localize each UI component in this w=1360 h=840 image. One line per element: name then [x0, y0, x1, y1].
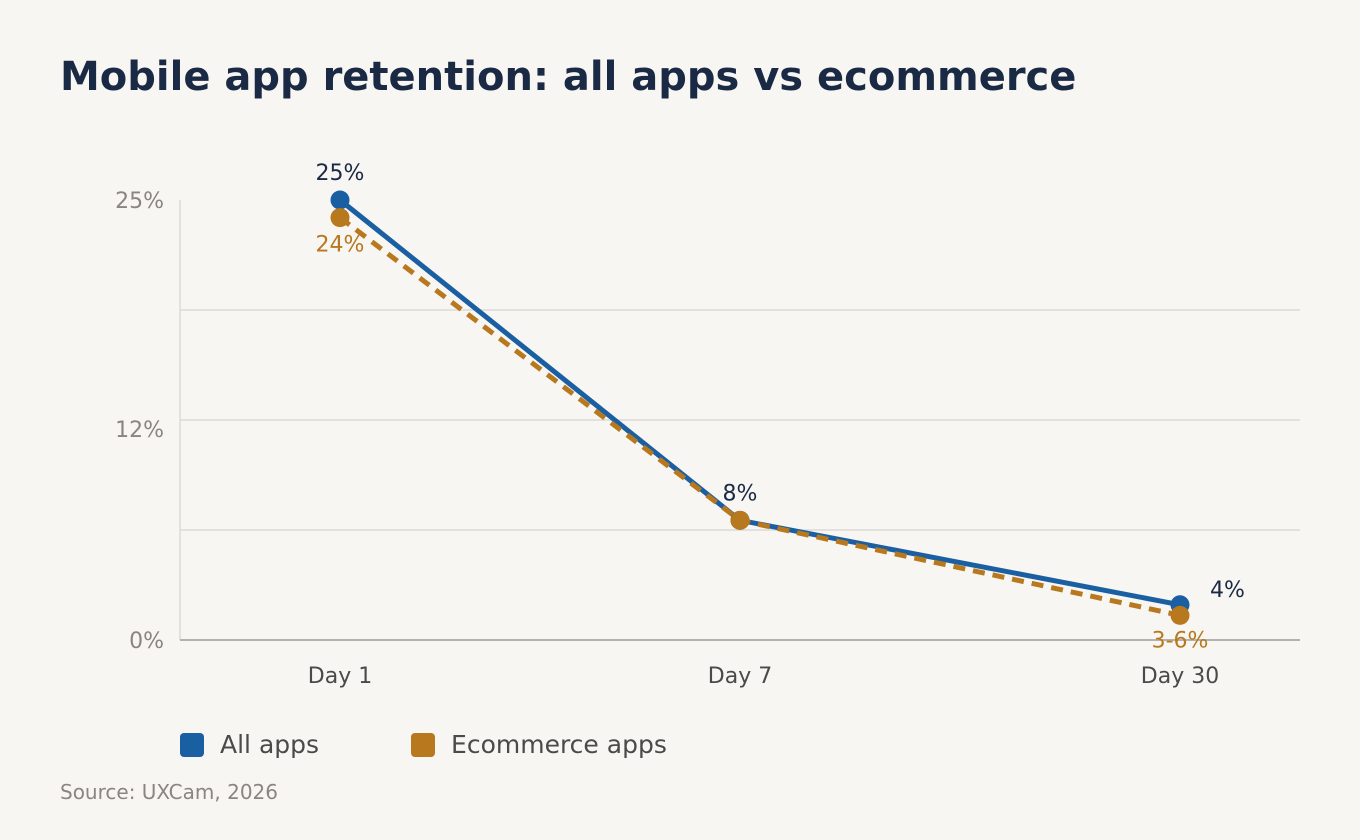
series-line-all-apps [338, 198, 1181, 608]
y-tick-label: 25% [115, 189, 164, 214]
legend-label-all-apps: All apps [220, 730, 320, 759]
series-line-ecommerce-apps [338, 215, 1181, 618]
source-note: Source: UXCam, 2026 [60, 780, 278, 804]
legend-swatch-ecommerce-apps [411, 732, 436, 757]
data-label-ecommerce-apps: 24% [316, 233, 365, 258]
legend-item-ecommerce-apps: Ecommerce apps [411, 730, 667, 759]
legend-swatch-all-apps [180, 732, 204, 757]
y-tick-label: 0% [129, 629, 164, 654]
legend: All apps Ecommerce apps [180, 730, 759, 759]
data-labels: 25% 8% 4% 24% 3-6% [316, 161, 1245, 653]
data-label-all-apps: 25% [316, 161, 365, 186]
data-label-ecommerce-apps: 3-6% [1152, 628, 1209, 653]
data-label-all-apps: 4% [1210, 578, 1245, 603]
y-tick-label: 12% [115, 418, 164, 443]
gridlines [180, 309, 1300, 531]
data-point-ecommerce-apps [330, 208, 350, 228]
data-point-ecommerce-apps [730, 510, 750, 530]
x-tick-label: Day 7 [708, 664, 772, 689]
chart-title: Mobile app retention: all apps vs ecomme… [60, 54, 1077, 100]
data-point-all-apps [330, 190, 350, 210]
x-tick-label: Day 30 [1141, 664, 1219, 689]
axes: 0% 12% 25% Day 1 Day 7 Day 30 [115, 189, 1300, 689]
legend-item-all-apps: All apps [180, 730, 319, 759]
data-point-ecommerce-apps [1170, 605, 1190, 625]
data-label-all-apps: 8% [723, 481, 758, 506]
series-lines [330, 190, 1190, 625]
legend-label-ecommerce-apps: Ecommerce apps [451, 730, 667, 759]
x-tick-label: Day 1 [308, 664, 372, 689]
